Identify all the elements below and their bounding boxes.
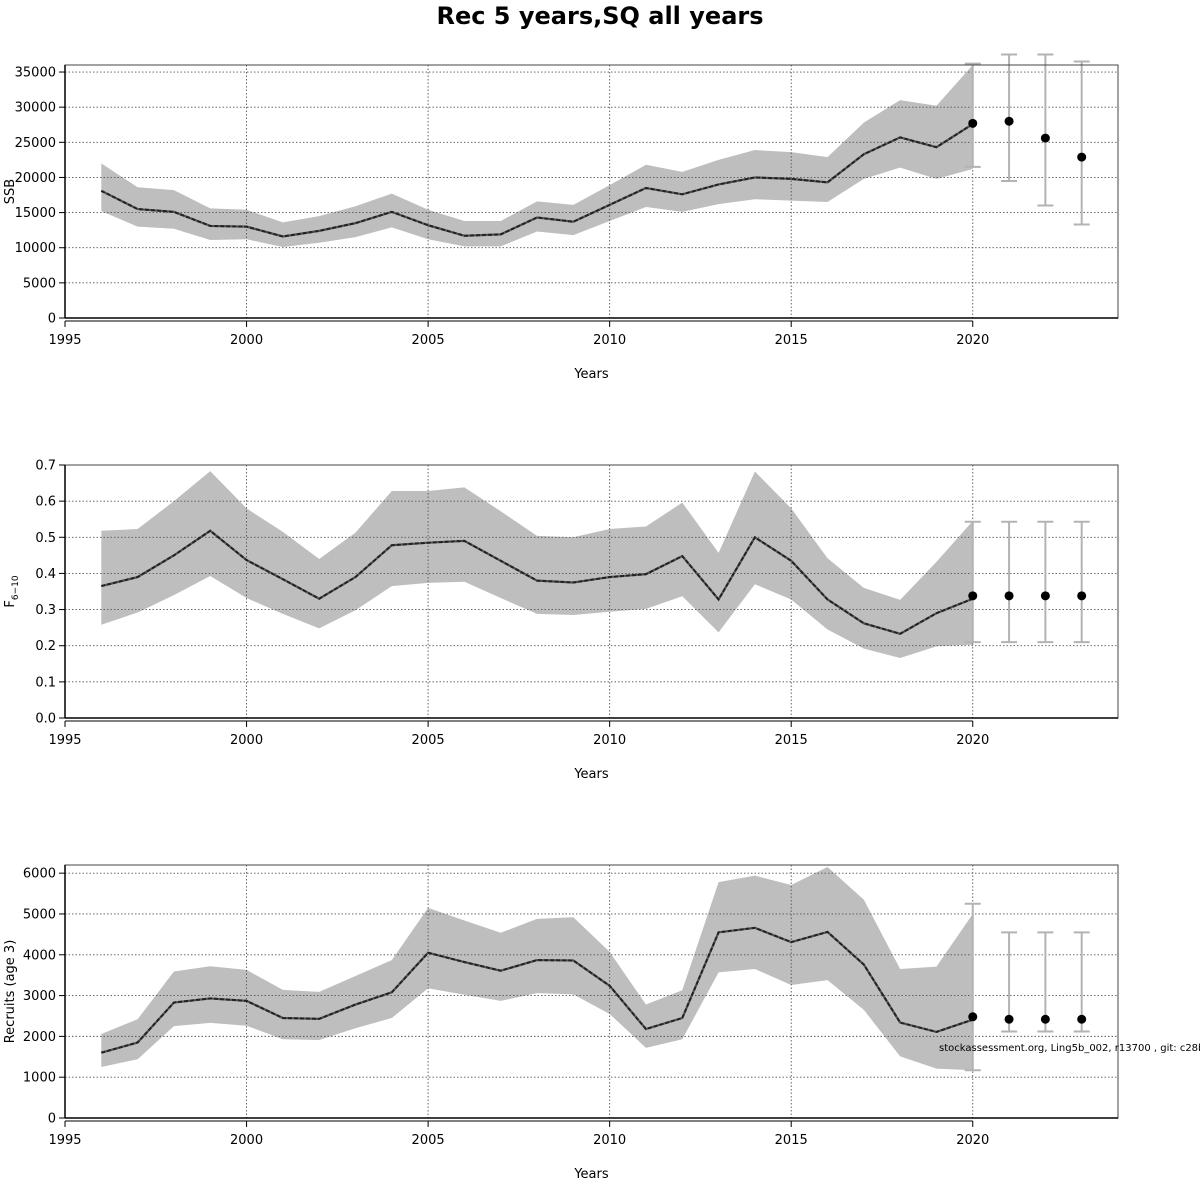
y-tick-label: 0 — [48, 312, 56, 327]
panel-3: 1995 2000 2005 2010 2015 2020 0 1000 2000 3000 400… — [3, 864, 1119, 1182]
y-axis-label: F6−10 — [3, 575, 21, 607]
y-tick-label: 5000 — [23, 276, 56, 291]
y-tick-label: 25000 — [15, 136, 56, 151]
forecast-point — [968, 1012, 978, 1022]
x-tick-label: 2005 — [412, 733, 445, 748]
y-tick-label: 5000 — [23, 907, 56, 922]
y-axis-label-subscript: 6−10 — [11, 575, 21, 600]
x-tick-label: 2015 — [775, 733, 808, 748]
y-tick-label: 10000 — [15, 241, 56, 256]
y-tick-label: 35000 — [15, 66, 56, 81]
estimate-line-dashed — [101, 529, 974, 635]
y-tick-label: 0.0 — [35, 712, 56, 727]
x-axis-label: Years — [573, 767, 609, 782]
forecast-point — [968, 118, 978, 128]
y-tick-label: 6000 — [23, 867, 56, 882]
y-tick-label: 0.2 — [35, 639, 56, 654]
x-tick-label: 2005 — [412, 333, 445, 348]
forecast-point — [1004, 591, 1014, 601]
x-tick-label: 2010 — [593, 1133, 626, 1148]
x-tick-label: 2010 — [593, 333, 626, 348]
y-tick-label: 0.6 — [35, 495, 56, 510]
y-axis-label: Recruits (age 3) — [3, 940, 18, 1044]
x-tick-label: 2020 — [956, 333, 989, 348]
y-tick-label: 3000 — [23, 989, 56, 1004]
x-tick-label: 2015 — [775, 333, 808, 348]
x-tick-label: 2015 — [775, 1133, 808, 1148]
y-tick-label: 1000 — [23, 1071, 56, 1086]
y-tick-label: 0.7 — [35, 459, 56, 474]
panels: 1995 2000 2005 2010 2015 20200500010000150002… — [3, 53, 1119, 1182]
x-tick-label: 2000 — [230, 733, 263, 748]
y-axis-label: SSB — [3, 179, 18, 204]
estimate-line-dashed — [100, 123, 974, 238]
y-tick-label: 2000 — [23, 1030, 56, 1045]
x-tick-label: 2000 — [230, 333, 263, 348]
forecast-point — [1004, 1014, 1014, 1024]
x-tick-label: 2005 — [412, 1133, 445, 1148]
footnote: stockassessment.org, Ling5b_002, r13700 … — [939, 1043, 1200, 1054]
figure-title: Rec 5 years,SQ all years — [436, 2, 763, 30]
x-tick-label: 2000 — [230, 1133, 263, 1148]
x-tick-label: 2010 — [593, 733, 626, 748]
x-axis-label: Years — [573, 1167, 609, 1182]
confidence-band — [101, 65, 973, 248]
forecast-point — [1077, 1014, 1087, 1024]
y-tick-label: 0.4 — [35, 567, 56, 582]
y-tick-label: 0 — [48, 1112, 56, 1127]
forecast-point — [1040, 133, 1050, 143]
x-axis-label: Years — [573, 367, 609, 382]
x-tick-label: 2020 — [956, 1133, 989, 1148]
y-tick-label: 0.3 — [35, 603, 56, 618]
forecast-point — [1077, 152, 1087, 162]
forecast-point — [1077, 591, 1087, 601]
y-tick-label: 20000 — [15, 171, 56, 186]
panel-1: 1995 2000 2005 2010 2015 2020 0 5000 10000 15000 2… — [3, 53, 1119, 382]
estimate-line-dashed — [101, 926, 974, 1054]
forecast-point — [1040, 1014, 1050, 1024]
y-tick-label: 0.1 — [35, 675, 56, 690]
panel-2: 1995 2000 2005 2010 2015 2020 0.0 0.1 0.2 0.3 0.4 0… — [3, 459, 1119, 782]
forecast-point — [968, 591, 978, 601]
x-tick-label: 1995 — [48, 1133, 81, 1148]
y-tick-label: 30000 — [15, 101, 56, 116]
confidence-band — [101, 867, 973, 1071]
x-tick-label: 1995 — [48, 733, 81, 748]
forecast-point — [1040, 591, 1050, 601]
x-tick-label: 2020 — [956, 733, 989, 748]
y-tick-label: 4000 — [23, 948, 56, 963]
confidence-band — [101, 471, 973, 659]
y-tick-label: 15000 — [15, 206, 56, 221]
x-tick-label: 1995 — [48, 333, 81, 348]
forecast-point — [1004, 116, 1014, 126]
y-tick-label: 0.5 — [35, 531, 56, 546]
